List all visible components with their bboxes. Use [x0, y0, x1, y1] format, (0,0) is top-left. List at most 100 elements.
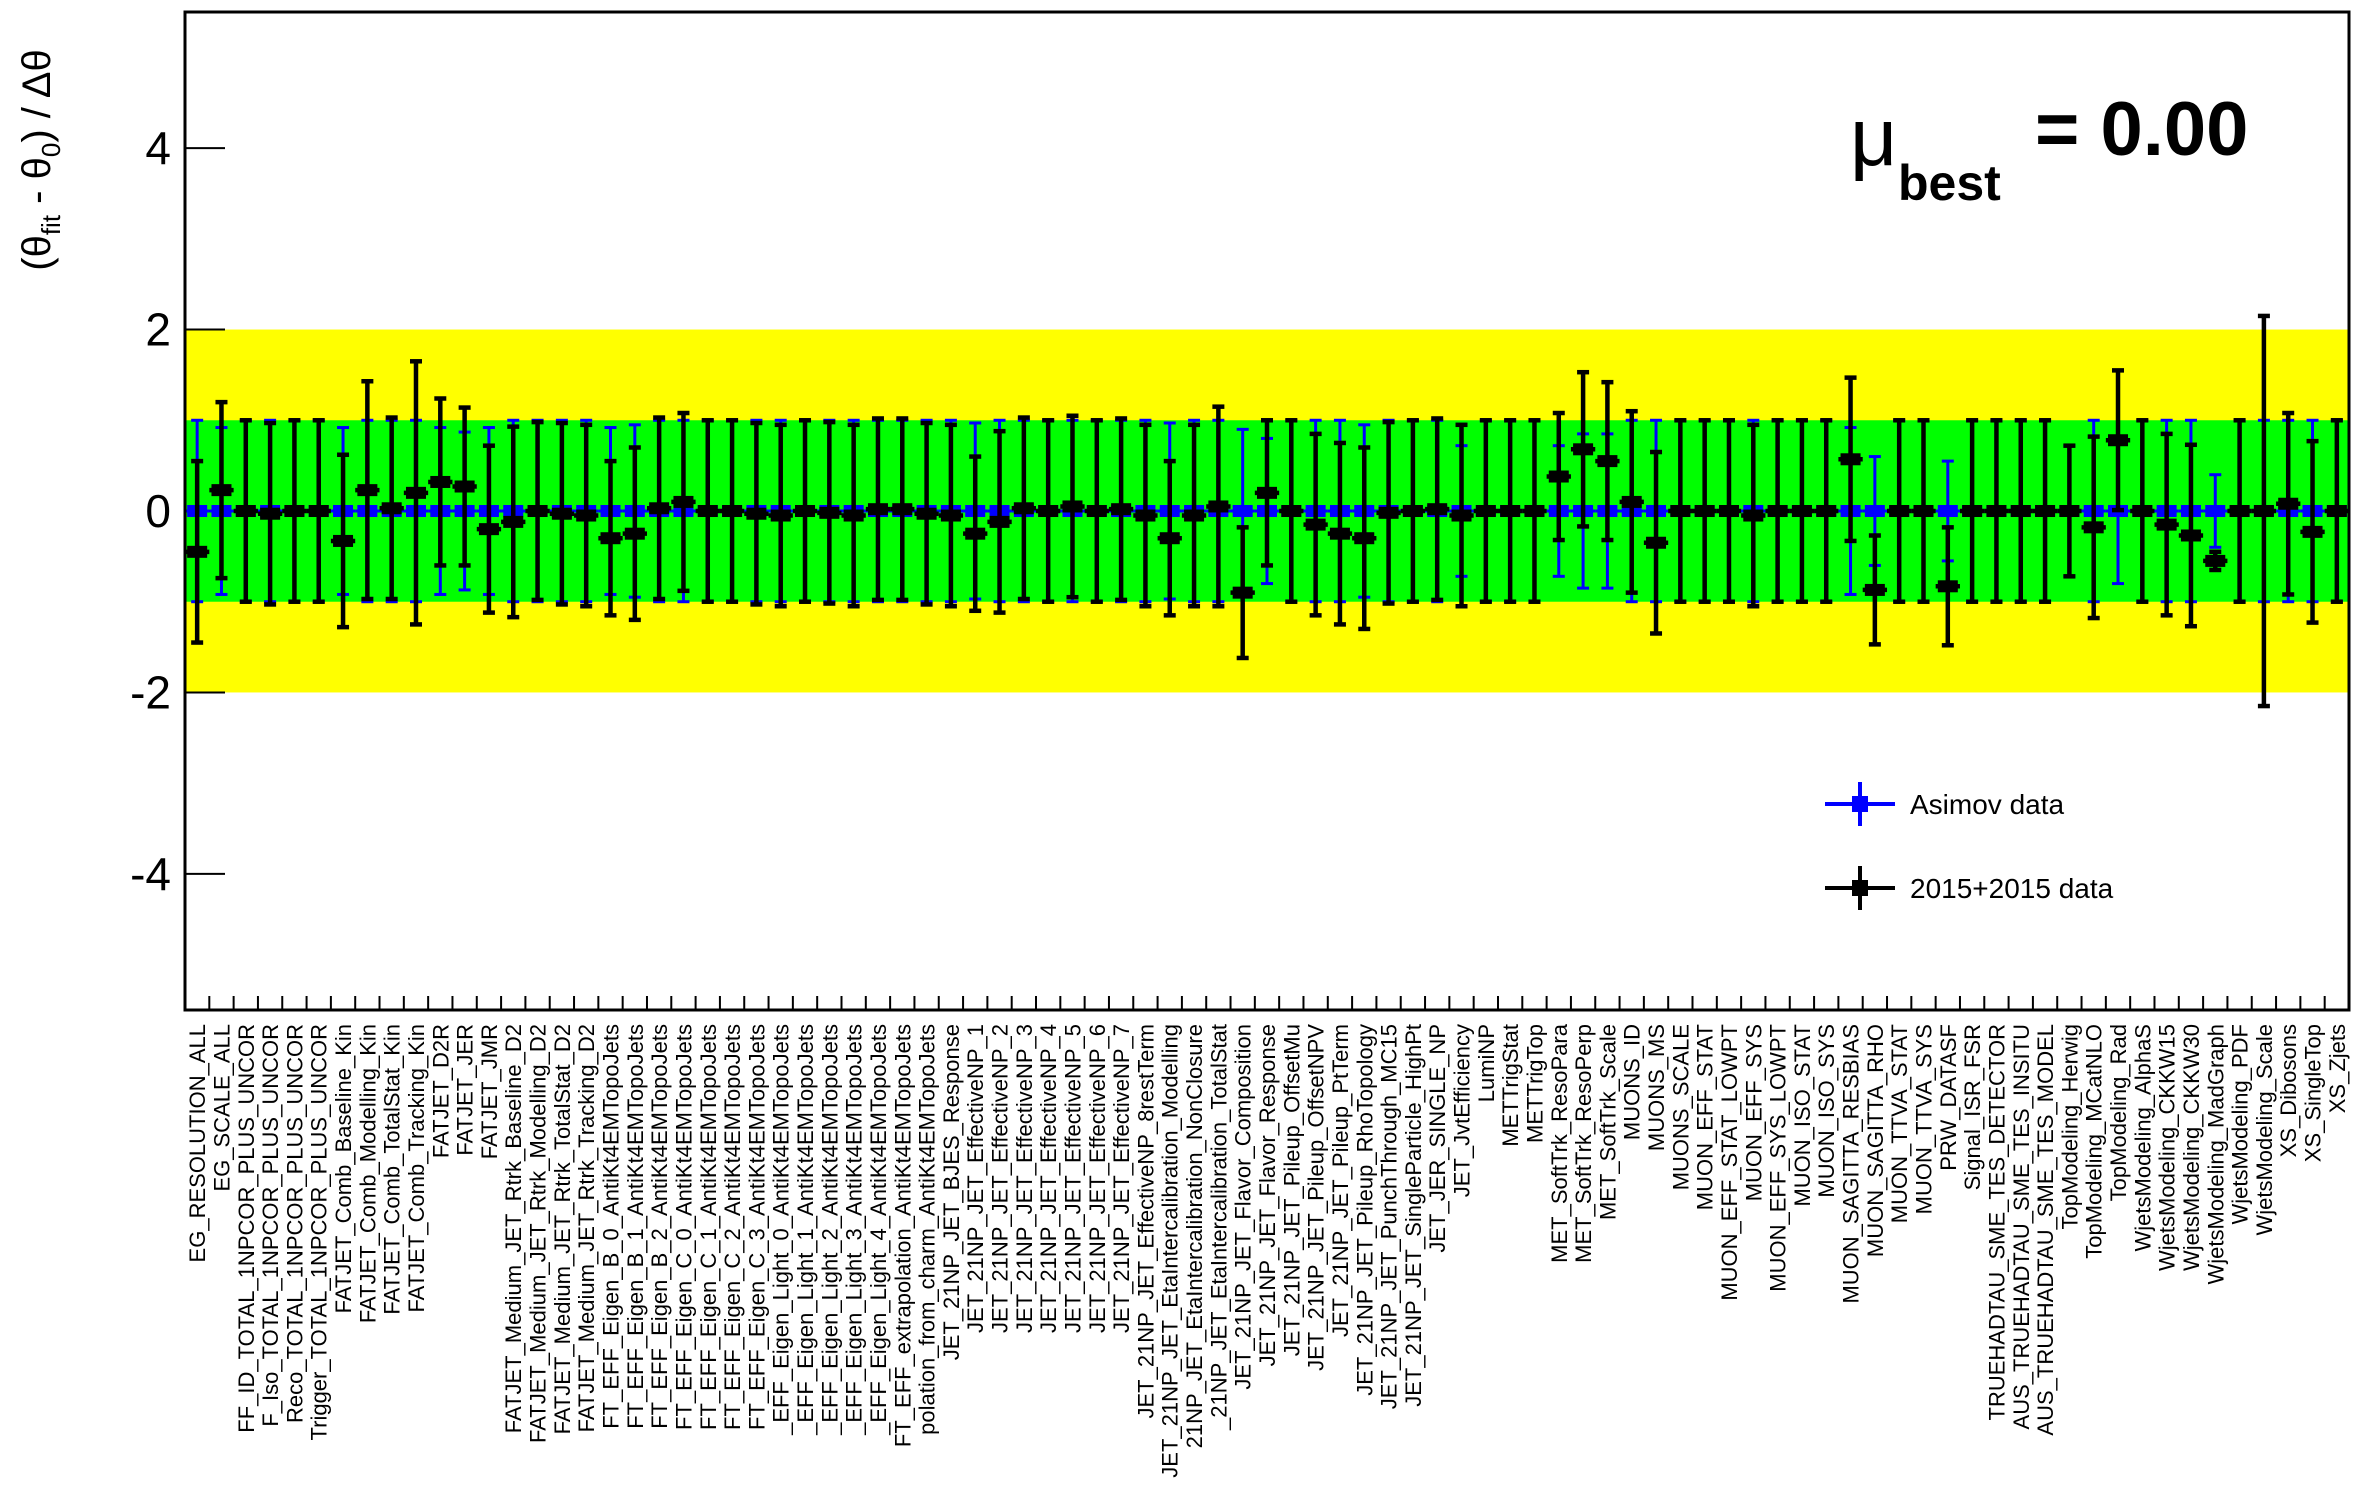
- point-marker: [2229, 505, 2250, 517]
- pull-point: [865, 416, 891, 603]
- point-marker: [211, 484, 232, 497]
- pull-point: [476, 443, 502, 615]
- x-tick-label: MUON_SAGITTA_RESBIAS: [1839, 1024, 1864, 1304]
- pull-point: [1546, 410, 1571, 543]
- pull-point: [574, 422, 599, 609]
- point-marker: [1573, 443, 1594, 456]
- pull-point: [2032, 418, 2058, 604]
- point-marker: [405, 486, 426, 499]
- x-tick-label: JET_21NP_JET_EffectiveNP_1: [963, 1024, 988, 1333]
- x-tick-label: FATJET_Medium_JET_Rtrk_TotalStat_D2: [550, 1024, 575, 1434]
- point-marker: [1864, 505, 1885, 517]
- pull-point: [428, 396, 453, 568]
- x-tick-label: F_Iso_TOTAL_1NPCOR_PLUS_UNCOR: [258, 1024, 283, 1427]
- point-marker: [1062, 500, 1083, 513]
- pull-point: [1814, 418, 1839, 604]
- y-tick-label: -2: [130, 666, 171, 718]
- point-marker: [697, 505, 718, 517]
- point-marker: [357, 484, 378, 497]
- point-marker: [235, 505, 256, 517]
- x-tick-label: polation_from_charm_AntiKt4EMTopoJets: [915, 1024, 940, 1435]
- point-marker: [916, 507, 937, 520]
- pull-point: [1376, 419, 1401, 606]
- point-marker: [1135, 509, 1156, 522]
- pull-point: [452, 405, 477, 568]
- pull-point: [1911, 418, 1936, 604]
- x-tick-label: JET_21NP_JET_BJES_Response: [939, 1024, 964, 1360]
- y-label-sub: 0: [36, 143, 66, 157]
- x-tick-label: PRW_DATASF: [1936, 1024, 1961, 1171]
- pull-point: [1570, 369, 1596, 529]
- point-marker: [527, 505, 548, 517]
- x-tick-label: MUON_TTVA_SYS: [1911, 1024, 1936, 1214]
- x-tick-label: JET_21NP_JET_Pileup_OffsetMu: [1279, 1024, 1304, 1356]
- x-tick-label: Trigger_TOTAL_1NPCOR_PLUS_UNCOR: [307, 1024, 332, 1441]
- pull-point: [1425, 416, 1450, 603]
- x-tick-label: JET_21NP_JET_EffectiveNP_4: [1036, 1024, 1061, 1333]
- x-tick-label: JET_21NP_JET_EffectiveNP_5: [1060, 1024, 1085, 1333]
- x-tick-label: FATJET_Medium_JET_Rtrk_Baseline_D2: [501, 1024, 526, 1433]
- point-marker: [867, 503, 888, 516]
- pull-point: [914, 420, 939, 607]
- x-tick-label: JET_21NP_JET_EffectiveNP_6: [1085, 1024, 1110, 1333]
- x-tick-label: MUON_EFF_STAT_LOWPT: [1717, 1024, 1742, 1301]
- point-marker: [940, 509, 961, 522]
- point-marker: [1232, 586, 1253, 599]
- pull-point: [598, 458, 623, 618]
- point-marker: [1354, 532, 1375, 545]
- pull-point: [792, 418, 818, 604]
- x-tick-label: _EFF_Eigen_Light_2_AntiKt4EMTopoJets: [817, 1024, 842, 1436]
- x-tick-label: FF_ID_TOTAL_1NPCOR_PLUS_UNCOR: [234, 1024, 259, 1433]
- y-tick-label: 4: [145, 122, 171, 174]
- x-tick-label: JET_21NP_JET_EffectiveNP_8restTerm: [1133, 1024, 1158, 1419]
- pull-point: [2057, 443, 2082, 579]
- x-tick-label: MUONS_MS: [1644, 1024, 1669, 1151]
- pull-point: [1449, 422, 1474, 609]
- point-marker: [965, 527, 986, 540]
- y-label-sub: fit: [36, 214, 66, 235]
- pull-point: [379, 415, 404, 602]
- point-marker: [2278, 497, 2299, 510]
- pull-point: [1887, 418, 1912, 604]
- pull-point: [1060, 413, 1085, 600]
- y-label-part: - θ: [15, 157, 59, 215]
- point-marker: [333, 534, 354, 547]
- pull-point: [768, 422, 793, 609]
- plot-area: -4 -2 0 2 4 EG_RESOLUTION_ALL EG_SCALE_ALL FF_I…: [130, 10, 2351, 1478]
- point-marker: [722, 505, 743, 517]
- pull-point: [1084, 418, 1109, 604]
- point-marker: [989, 515, 1010, 528]
- pull-point: [987, 428, 1012, 615]
- x-tick-label: JET_21NP_JET_EffectiveNP_3: [1012, 1024, 1037, 1333]
- x-tick-label: TopModeling_MCatNLO: [2082, 1024, 2107, 1259]
- x-tick-label: AUS_TRUEHADTAU_SME_TES_MODEL: [2033, 1024, 2058, 1436]
- legend-label: Asimov data: [1910, 789, 2064, 820]
- x-tick-label: XS_Zjets: [2325, 1024, 2350, 1113]
- x-tick-label: JET_21NP_JET_Pileup_OffsetNPV: [1304, 1024, 1329, 1371]
- pull-point: [1692, 418, 1717, 604]
- point-marker: [1670, 505, 1691, 517]
- x-tick-label: MUON_ISO_STAT: [1790, 1024, 1815, 1207]
- point-marker: [2035, 505, 2056, 517]
- pull-point: [1984, 418, 2009, 604]
- pull-point: [963, 454, 988, 614]
- pull-point: [1935, 459, 1960, 563]
- x-tick-label: MUONS_SCALE: [1668, 1024, 1693, 1190]
- point-marker: [1937, 505, 1958, 517]
- point-marker: [381, 502, 402, 515]
- x-tick-label: FATJET_Comb_TotalStat_Kin: [380, 1024, 405, 1315]
- point-marker: [187, 545, 208, 558]
- x-tick-label: FT_EFF_Eigen_B_1_AntiKt4EMTopoJets: [623, 1024, 648, 1429]
- point-marker: [1962, 505, 1983, 517]
- x-tick-label: FT_EFF_Eigen_C_3_AntiKt4EMTopoJets: [744, 1024, 769, 1430]
- x-tick-label: WjetsModeling_PDF: [2228, 1024, 2253, 1225]
- x-tick-label: FATJET_Medium_JET_Rtrk_Tracking_D2: [574, 1024, 599, 1432]
- legend-marker: [1852, 880, 1868, 896]
- y-axis-label: (θfit - θ0) / Δθ: [15, 49, 66, 271]
- point-marker: [624, 527, 645, 540]
- point-marker: [819, 506, 840, 519]
- point-marker: [1864, 583, 1885, 596]
- point-marker: [2253, 505, 2274, 517]
- point-marker: [2010, 505, 2031, 517]
- x-tick-label: WjetsModeling_CKKW30: [2179, 1024, 2204, 1271]
